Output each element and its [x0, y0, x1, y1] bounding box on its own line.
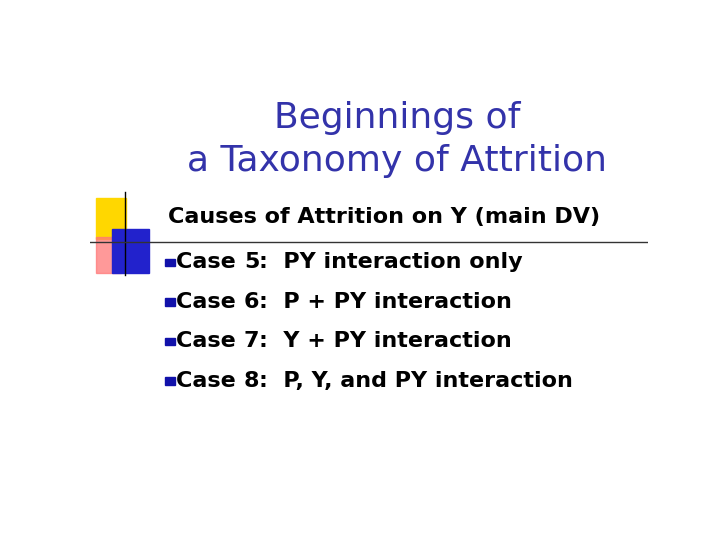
Bar — [166, 377, 176, 384]
Text: 5: 5 — [244, 252, 259, 272]
Text: Case: Case — [176, 332, 244, 352]
Text: Beginnings of
a Taxonomy of Attrition: Beginnings of a Taxonomy of Attrition — [187, 101, 607, 178]
Text: :  Y + PY interaction: : Y + PY interaction — [259, 332, 512, 352]
Text: 6: 6 — [244, 292, 259, 312]
Text: 7: 7 — [244, 332, 259, 352]
Text: :  PY interaction only: : PY interaction only — [259, 252, 523, 272]
Text: Case: Case — [176, 252, 244, 272]
Bar — [96, 238, 121, 273]
Text: Causes of Attrition on Y (main DV): Causes of Attrition on Y (main DV) — [168, 207, 600, 227]
Bar — [166, 259, 176, 266]
Bar — [166, 338, 176, 345]
Text: Case: Case — [176, 292, 244, 312]
Text: :  P + PY interaction: : P + PY interaction — [259, 292, 513, 312]
Bar — [166, 298, 176, 306]
Bar — [112, 229, 148, 273]
Text: :  P, Y, and PY interaction: : P, Y, and PY interaction — [259, 371, 573, 391]
Bar — [96, 198, 126, 239]
Text: Case: Case — [176, 371, 244, 391]
Text: 8: 8 — [244, 371, 259, 391]
